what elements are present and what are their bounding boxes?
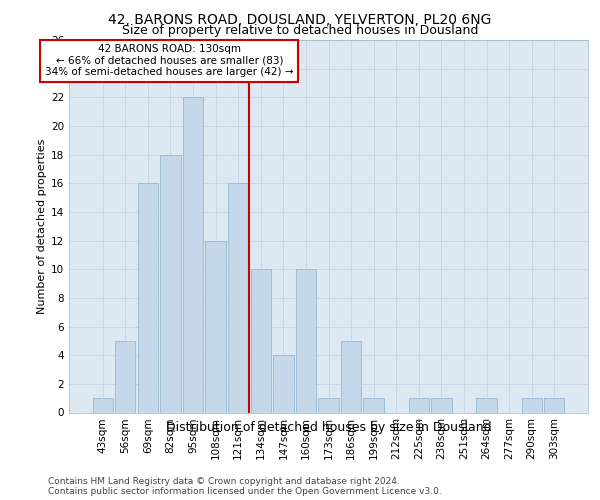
Bar bbox=[92, 398, 113, 412]
Bar bbox=[138, 184, 158, 412]
Text: Size of property relative to detached houses in Dousland: Size of property relative to detached ho… bbox=[122, 24, 478, 37]
Text: Distribution of detached houses by size in Dousland: Distribution of detached houses by size … bbox=[166, 422, 491, 434]
Bar bbox=[364, 398, 384, 412]
Y-axis label: Number of detached properties: Number of detached properties bbox=[37, 138, 47, 314]
Bar bbox=[409, 398, 429, 412]
Text: 42 BARONS ROAD: 130sqm
← 66% of detached houses are smaller (83)
34% of semi-det: 42 BARONS ROAD: 130sqm ← 66% of detached… bbox=[45, 44, 293, 78]
Text: Contains public sector information licensed under the Open Government Licence v3: Contains public sector information licen… bbox=[48, 488, 442, 496]
Bar bbox=[319, 398, 338, 412]
Text: 42, BARONS ROAD, DOUSLAND, YELVERTON, PL20 6NG: 42, BARONS ROAD, DOUSLAND, YELVERTON, PL… bbox=[109, 12, 491, 26]
Bar bbox=[205, 240, 226, 412]
Bar bbox=[476, 398, 497, 412]
Bar bbox=[273, 355, 293, 412]
Bar bbox=[341, 341, 361, 412]
Bar bbox=[115, 341, 136, 412]
Bar bbox=[521, 398, 542, 412]
Bar bbox=[183, 98, 203, 412]
Bar bbox=[160, 154, 181, 412]
Bar bbox=[431, 398, 452, 412]
Bar bbox=[296, 269, 316, 412]
Bar bbox=[251, 269, 271, 412]
Bar bbox=[544, 398, 565, 412]
Text: Contains HM Land Registry data © Crown copyright and database right 2024.: Contains HM Land Registry data © Crown c… bbox=[48, 478, 400, 486]
Bar bbox=[228, 184, 248, 412]
